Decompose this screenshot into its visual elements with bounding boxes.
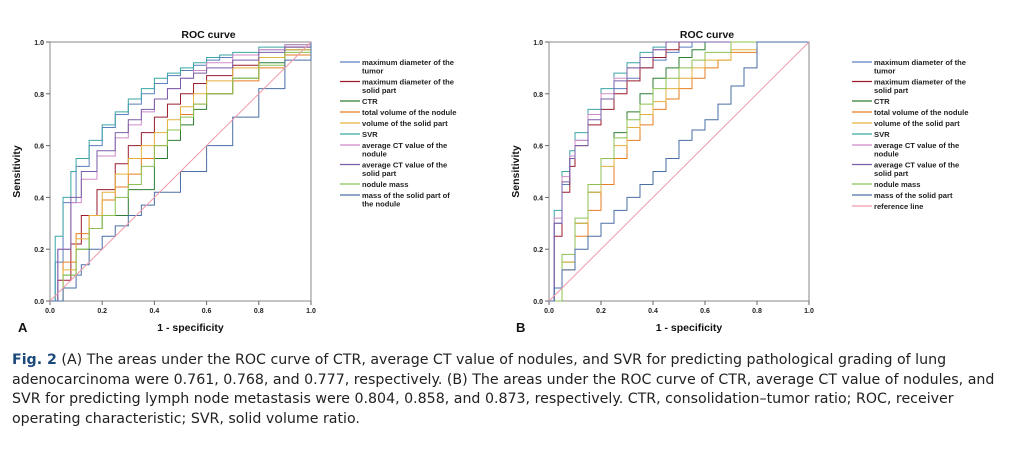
panel-b-series-line-svr bbox=[549, 41, 809, 302]
panel-b-series-line-average-ct-value-of-the-solid-part bbox=[549, 41, 809, 302]
panel-b-legend-label-volume-of-the-solid-part: volume of the solid part bbox=[874, 119, 960, 128]
panel-a-chart-title: ROC curve bbox=[181, 29, 235, 41]
panel-b-y-tick-label: 0.0 bbox=[533, 299, 543, 306]
panel-b-legend-label-average-ct-value-of-the-solid-part: average CT value of the bbox=[874, 161, 959, 170]
panel-a-y-tick-label: 0.0 bbox=[34, 299, 44, 306]
panel-b-y-tick-label: 1.0 bbox=[533, 40, 543, 47]
panel-a-x-tick-label: 0.4 bbox=[150, 308, 160, 315]
panel-b-legend-label-ctr: CTR bbox=[874, 97, 890, 106]
panel-b-x-tick-label: 0.6 bbox=[700, 308, 710, 315]
panel-a-legend-label-maximum-diameter-of-the-solid-part: solid part bbox=[362, 86, 397, 95]
panel-b-x-axis-label: 1 - specificity bbox=[656, 322, 723, 334]
panel-b-legend-label-total-volume-of-the-nodule: total volume of the nodule bbox=[874, 108, 969, 117]
panel-b-y-axis-label: Sensitivity bbox=[510, 145, 522, 198]
panel-a-legend-label-average-ct-value-of-the-nodule: nodule bbox=[362, 150, 387, 159]
panel-b-legend-label-svr: SVR bbox=[874, 130, 890, 139]
panel-b-legend-label-average-ct-value-of-the-nodule: average CT value of the bbox=[874, 141, 959, 150]
panel-b-series-line-reference-line bbox=[548, 41, 810, 302]
panel-b-x-tick-label: 0.2 bbox=[596, 308, 606, 315]
panel-b-legend-label-maximum-diameter-of-the-solid-part: solid part bbox=[874, 86, 909, 95]
panel-a-series-line-average-ct-value-of-the-solid-part bbox=[50, 42, 312, 302]
panel-a-legend-label-mass-of-the-solid-part-of-the-nodule: mass of the solid part of bbox=[362, 191, 450, 200]
panel-b-series-line-nodule-mass bbox=[549, 41, 809, 302]
panel-a-series-line-mass-of-the-solid-part-of-the-nodule bbox=[50, 42, 312, 302]
panel-a-x-tick-label: 0.8 bbox=[254, 308, 264, 315]
panel-b-legend-label-maximum-diameter-of-the-tumor: tumor bbox=[874, 67, 896, 76]
panel-a-series-line-nodule-mass bbox=[50, 42, 312, 302]
panel-a-x-tick-label: 0.2 bbox=[97, 308, 107, 315]
panel-b-legend-label-average-ct-value-of-the-solid-part: solid part bbox=[874, 169, 909, 178]
panel-a-x-tick-label: 0.6 bbox=[202, 308, 212, 315]
panel-a-y-tick-label: 1.0 bbox=[34, 40, 44, 47]
panel-b-legend-label-average-ct-value-of-the-nodule: nodule bbox=[874, 150, 899, 159]
panel-a-y-axis-label: Sensitivity bbox=[11, 145, 23, 198]
panel-a-x-tick-label: 0.0 bbox=[45, 308, 55, 315]
panel-a-legend-label-svr: SVR bbox=[362, 130, 378, 139]
panel-b-x-tick-label: 0.4 bbox=[648, 308, 658, 315]
panel-b-series-line-total-volume-of-the-nodule bbox=[549, 41, 809, 302]
panel-b-legend-label-mass-of-the-solid-part: mass of the solid part bbox=[874, 191, 953, 200]
panel-a-x-tick-label: 1.0 bbox=[306, 308, 316, 315]
panel-a-legend-label-ctr: CTR bbox=[362, 97, 378, 106]
panel-b-legend-label-nodule-mass: nodule mass bbox=[874, 180, 920, 189]
panel-b-y-tick-label: 0.8 bbox=[533, 92, 543, 99]
panel-a-legend-label-mass-of-the-solid-part-of-the-nodule: the nodule bbox=[362, 200, 400, 209]
panel-b-chart-title: ROC curve bbox=[680, 29, 734, 41]
panel-a-series-line-reference-line bbox=[49, 41, 312, 302]
panel-b-y-tick-label: 0.4 bbox=[533, 195, 543, 202]
panel-a-panel-label: A bbox=[18, 320, 28, 335]
panel-b-series-line-maximum-diameter-of-the-solid-part bbox=[549, 41, 809, 302]
panel-a-legend-label-nodule-mass: nodule mass bbox=[362, 180, 408, 189]
panel-b-x-tick-label: 0.0 bbox=[544, 308, 554, 315]
panel-a-legend-label-maximum-diameter-of-the-tumor: maximum diameter of the bbox=[362, 58, 454, 67]
panel-a-legend-label-total-volume-of-the-nodule: total volume of the nodule bbox=[362, 108, 457, 117]
figure: 0.0 0.2 0.4 0.6 0.8 1.0 0.0 0.2 0.4 0.6 0.8 1.0 ROC … bbox=[11, 29, 969, 335]
panel-a-series-line-svr bbox=[50, 42, 312, 302]
panel-b-legend-label-maximum-diameter-of-the-tumor: maximum diameter of the bbox=[874, 58, 966, 67]
panel-b-series-line-mass-of-the-solid-part bbox=[549, 41, 809, 302]
panel-b-x-tick-label: 0.8 bbox=[752, 308, 762, 315]
panel-b-x-tick-label: 1.0 bbox=[804, 308, 814, 315]
panel-a-x-axis-label: 1 - specificity bbox=[157, 322, 224, 334]
panel-a-y-tick-label: 0.2 bbox=[34, 247, 44, 254]
panel-b-panel-label: B bbox=[516, 320, 525, 335]
panel-b-legend-label-reference-line: reference line bbox=[874, 202, 923, 211]
panel-b-legend-label-maximum-diameter-of-the-solid-part: maximum diameter of the bbox=[874, 78, 966, 87]
panel-b-y-tick-label: 0.2 bbox=[533, 247, 543, 254]
panel-b-y-tick-label: 0.6 bbox=[533, 144, 543, 151]
panel-a-series-line-maximum-diameter-of-the-solid-part bbox=[50, 42, 312, 302]
panel-a-legend-label-volume-of-the-solid-part: volume of the solid part bbox=[362, 119, 448, 128]
panel-a-legend-label-average-ct-value-of-the-solid-part: solid part bbox=[362, 169, 397, 178]
panel-a-y-tick-label: 0.4 bbox=[34, 195, 44, 202]
panel-a-y-tick-label: 0.8 bbox=[34, 92, 44, 99]
caption-label: Fig. 2 bbox=[12, 352, 57, 368]
panel-a-legend-label-average-ct-value-of-the-solid-part: average CT value of the bbox=[362, 161, 447, 170]
caption-text: (A) The areas under the ROC curve of CTR… bbox=[12, 352, 995, 427]
figure-caption: Fig. 2 (A) The areas under the ROC curve… bbox=[12, 351, 997, 429]
panel-b-series-line-volume-of-the-solid-part bbox=[549, 41, 809, 302]
panel-a-legend-label-maximum-diameter-of-the-solid-part: maximum diameter of the bbox=[362, 78, 454, 87]
panel-a-legend-label-maximum-diameter-of-the-tumor: tumor bbox=[362, 67, 384, 76]
panel-a-y-tick-label: 0.6 bbox=[34, 144, 44, 151]
panel-a-legend-label-average-ct-value-of-the-nodule: average CT value of the bbox=[362, 141, 447, 150]
